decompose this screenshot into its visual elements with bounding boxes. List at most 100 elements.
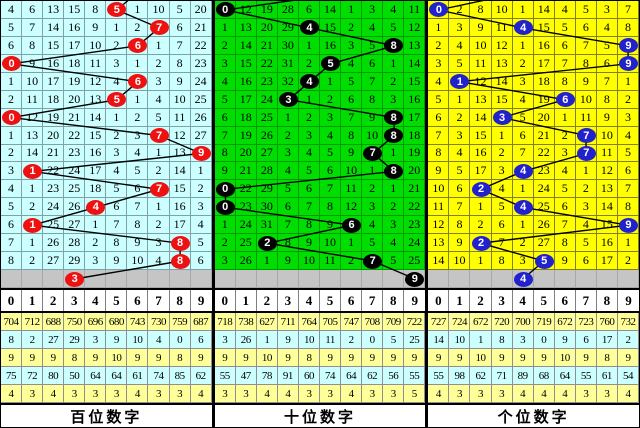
drawn-circle: 9 bbox=[618, 217, 638, 233]
miss-cell: 7 bbox=[320, 180, 342, 199]
miss-cell: 6 bbox=[428, 108, 450, 127]
stat-cell: 672 bbox=[470, 313, 492, 331]
miss-cell: 13 bbox=[22, 126, 44, 145]
miss-cell: 28 bbox=[277, 1, 299, 19]
miss-cell: 3 bbox=[320, 108, 342, 127]
miss-cell bbox=[470, 234, 492, 253]
miss-cell: 8 bbox=[85, 1, 107, 19]
miss-cell: 5 bbox=[428, 90, 450, 109]
stat-cell: 60 bbox=[298, 367, 320, 385]
stat-cell: 8 bbox=[596, 349, 618, 367]
miss-cell: 26 bbox=[43, 234, 65, 253]
stat-cell: 9 bbox=[512, 349, 534, 367]
miss-cell: 9 bbox=[341, 144, 363, 163]
drawn-circle: 2 bbox=[257, 235, 277, 251]
miss-cell bbox=[85, 198, 107, 217]
stat-cell: 704 bbox=[1, 313, 23, 331]
digit-header-cell: 1 bbox=[236, 290, 257, 311]
miss-cell bbox=[512, 18, 534, 37]
miss-cell: 1 bbox=[383, 180, 405, 199]
miss-cell: 18 bbox=[404, 126, 426, 145]
miss-cell: 13 bbox=[43, 1, 65, 19]
stat-cell: 54 bbox=[617, 367, 640, 385]
pending-row-cell bbox=[533, 270, 555, 288]
miss-cell: 7 bbox=[22, 18, 44, 37]
stat-cell: 711 bbox=[277, 313, 299, 331]
stat-cell: 61 bbox=[127, 367, 149, 385]
pending-circle: 9 bbox=[405, 271, 425, 287]
panel-tens: 12 19 28 6 14 1 3 4 11 1 13 20 29 15 2 4 5 12 2 14 21 30 1 16 3 5… bbox=[214, 1, 426, 427]
drawn-circle: 0 bbox=[215, 181, 235, 197]
miss-cell: 6 bbox=[575, 252, 597, 271]
trend-grid-cells: 2 8 10 1 14 4 5 3 7 1 3 9 11 15 5 6 4 8 2 4 10 12 1 16 6 7 5 3 5 11 13… bbox=[428, 1, 640, 288]
stat-cell: 3 bbox=[320, 385, 342, 403]
stat-cell: 0 bbox=[533, 331, 555, 349]
miss-cell: 10 bbox=[148, 1, 170, 19]
stat-cell: 91 bbox=[277, 367, 299, 385]
miss-cell: 1 bbox=[341, 234, 363, 253]
digit-header-cell: 7 bbox=[148, 290, 170, 311]
miss-cell: 2 bbox=[1, 144, 23, 163]
drawn-circle: 1 bbox=[23, 163, 43, 179]
pending-row-cell bbox=[277, 270, 299, 288]
miss-cell: 16 bbox=[533, 36, 555, 55]
miss-cell: 1 bbox=[298, 90, 320, 109]
pending-row-cell bbox=[256, 270, 278, 288]
miss-cell: 10 bbox=[169, 90, 191, 109]
stat-cell: 8 bbox=[169, 349, 191, 367]
stat-cell: 1 bbox=[256, 331, 278, 349]
miss-cell: 4 bbox=[148, 252, 170, 271]
digit-header-cell: 8 bbox=[170, 290, 191, 311]
drawn-circle: 3 bbox=[278, 92, 298, 108]
miss-cell bbox=[362, 252, 384, 271]
miss-cell: 6 bbox=[298, 1, 320, 19]
stat-cell: 9 bbox=[617, 349, 640, 367]
miss-cell: 1 bbox=[22, 180, 44, 199]
stat-cell: 723 bbox=[575, 313, 597, 331]
stat-cell: 62 bbox=[470, 367, 492, 385]
stat-cell: 3 bbox=[214, 385, 236, 403]
miss-cell: 14 bbox=[85, 108, 107, 127]
miss-cell: 5 bbox=[190, 234, 212, 253]
stat-cell: 9 bbox=[575, 349, 597, 367]
miss-cell: 5 bbox=[1, 18, 23, 37]
stat-cell: 9 bbox=[554, 331, 576, 349]
miss-cell: 6 bbox=[106, 198, 128, 217]
miss-cell: 10 bbox=[22, 72, 44, 91]
stat-cell: 9 bbox=[383, 349, 405, 367]
miss-cell: 1 bbox=[214, 18, 236, 37]
miss-cell: 13 bbox=[404, 36, 426, 55]
miss-cell: 23 bbox=[64, 144, 86, 163]
miss-cell: 6 bbox=[169, 18, 191, 37]
miss-cell: 8 bbox=[617, 198, 640, 217]
miss-cell: 20 bbox=[43, 126, 65, 145]
miss-cell bbox=[491, 108, 513, 127]
stats-grid: 727 724 672 720 700 719 672 723 760 732 14 10 1 8 3 0 9 6… bbox=[428, 313, 640, 403]
miss-cell: 1 bbox=[512, 36, 534, 55]
miss-cell: 8 bbox=[428, 144, 450, 163]
miss-cell: 3 bbox=[341, 36, 363, 55]
stat-cell: 9 bbox=[85, 349, 107, 367]
stat-cell: 709 bbox=[383, 313, 405, 331]
stat-cell: 627 bbox=[256, 313, 278, 331]
miss-cell: 1 bbox=[470, 252, 492, 271]
miss-cell: 4 bbox=[512, 90, 534, 109]
miss-cell bbox=[148, 18, 170, 37]
miss-cell: 1 bbox=[617, 72, 640, 91]
miss-cell: 7 bbox=[341, 108, 363, 127]
stats-grid: 704 712 688 750 696 680 743 730 759 687 8 2 27 29 3 9 10… bbox=[1, 313, 212, 403]
pending-row-cell bbox=[491, 270, 513, 288]
drawn-circle: 9 bbox=[618, 38, 638, 54]
miss-cell: 11 bbox=[85, 54, 107, 73]
stat-cell: 4 bbox=[512, 385, 534, 403]
stat-cell: 3 bbox=[298, 385, 320, 403]
stat-row: 718 738 627 711 764 705 747 708 709 722 bbox=[214, 313, 426, 331]
miss-cell: 24 bbox=[235, 216, 257, 235]
miss-cell: 5 bbox=[320, 144, 342, 163]
digit-header-cell: 3 bbox=[492, 290, 513, 311]
miss-cell: 8 bbox=[617, 18, 640, 37]
miss-cell: 3 bbox=[575, 198, 597, 217]
